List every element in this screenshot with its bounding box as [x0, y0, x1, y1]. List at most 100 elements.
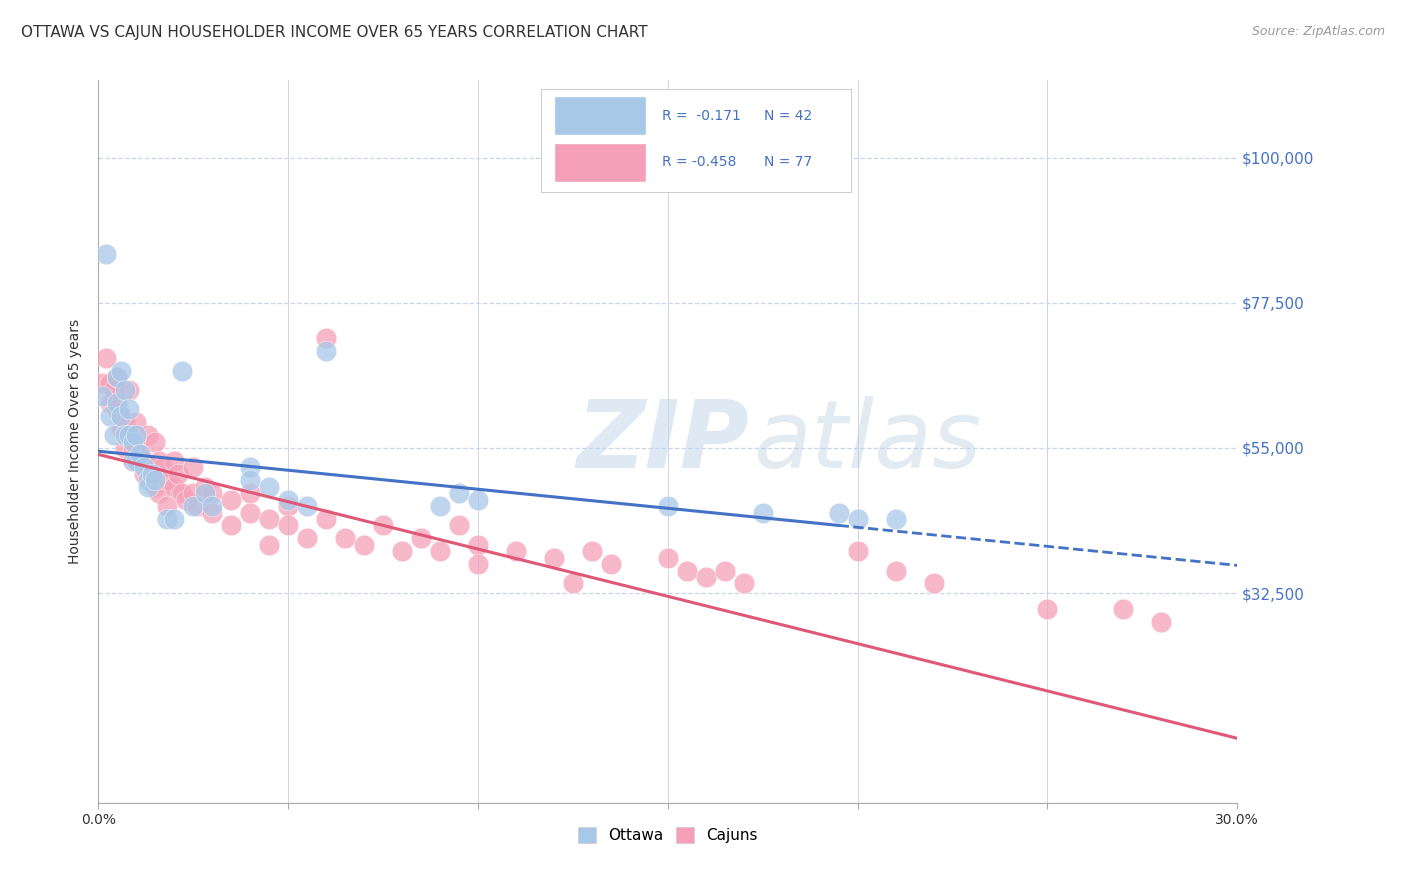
- Point: [132, 467, 155, 481]
- Point: [828, 506, 851, 520]
- Point: [239, 506, 262, 520]
- Point: [581, 544, 603, 558]
- Point: [148, 454, 170, 468]
- Point: [156, 499, 179, 513]
- Point: [467, 492, 489, 507]
- Point: [98, 376, 121, 391]
- Bar: [554, 96, 647, 136]
- Point: [110, 409, 132, 423]
- Point: [145, 473, 167, 487]
- Point: [121, 434, 143, 449]
- Point: [449, 486, 471, 500]
- Point: [201, 506, 224, 520]
- Point: [94, 247, 117, 261]
- Point: [221, 492, 243, 507]
- Point: [125, 415, 148, 429]
- Point: [562, 576, 585, 591]
- Point: [174, 492, 197, 507]
- Point: [103, 428, 125, 442]
- Point: [505, 544, 527, 558]
- Point: [114, 383, 136, 397]
- Point: [141, 467, 163, 481]
- Text: ZIP: ZIP: [576, 395, 749, 488]
- Y-axis label: Householder Income Over 65 years: Householder Income Over 65 years: [69, 319, 83, 564]
- Point: [543, 550, 565, 565]
- Point: [170, 486, 193, 500]
- Point: [194, 480, 217, 494]
- Text: R = -0.458: R = -0.458: [662, 155, 737, 169]
- Point: [129, 447, 152, 461]
- Point: [429, 544, 451, 558]
- Point: [114, 415, 136, 429]
- Point: [183, 486, 205, 500]
- Point: [136, 473, 159, 487]
- Point: [98, 396, 121, 410]
- Point: [194, 486, 217, 500]
- Point: [121, 441, 143, 455]
- Point: [259, 512, 281, 526]
- Point: [201, 499, 224, 513]
- Point: [163, 480, 186, 494]
- Point: [884, 564, 907, 578]
- Text: Source: ZipAtlas.com: Source: ZipAtlas.com: [1251, 25, 1385, 38]
- Point: [163, 454, 186, 468]
- Point: [277, 518, 299, 533]
- Point: [110, 363, 132, 377]
- Point: [239, 486, 262, 500]
- Point: [183, 499, 205, 513]
- Point: [125, 454, 148, 468]
- Point: [467, 538, 489, 552]
- Point: [170, 363, 193, 377]
- Point: [132, 460, 155, 475]
- Point: [922, 576, 945, 591]
- Point: [297, 531, 319, 545]
- Point: [118, 402, 141, 417]
- Point: [259, 538, 281, 552]
- Point: [118, 428, 141, 442]
- Point: [152, 460, 174, 475]
- Legend: Ottawa, Cajuns: Ottawa, Cajuns: [572, 822, 763, 849]
- Point: [335, 531, 357, 545]
- Point: [315, 331, 337, 345]
- Point: [846, 512, 869, 526]
- Text: N = 77: N = 77: [763, 155, 813, 169]
- Point: [657, 550, 679, 565]
- Point: [114, 441, 136, 455]
- Point: [156, 512, 179, 526]
- Point: [91, 389, 114, 403]
- Point: [110, 409, 132, 423]
- Point: [259, 480, 281, 494]
- Point: [201, 486, 224, 500]
- Point: [676, 564, 699, 578]
- Point: [239, 460, 262, 475]
- Point: [156, 473, 179, 487]
- Point: [183, 460, 205, 475]
- Point: [315, 512, 337, 526]
- Point: [114, 428, 136, 442]
- Point: [353, 538, 375, 552]
- Point: [121, 454, 143, 468]
- Point: [98, 409, 121, 423]
- Point: [467, 557, 489, 571]
- Point: [1112, 602, 1135, 616]
- Point: [695, 570, 717, 584]
- Point: [167, 467, 190, 481]
- Point: [132, 454, 155, 468]
- Point: [752, 506, 775, 520]
- Point: [118, 383, 141, 397]
- Point: [136, 480, 159, 494]
- Point: [107, 396, 129, 410]
- Point: [107, 370, 129, 384]
- Point: [125, 428, 148, 442]
- Point: [118, 428, 141, 442]
- Point: [145, 480, 167, 494]
- Point: [391, 544, 413, 558]
- Point: [1150, 615, 1173, 630]
- Point: [136, 460, 159, 475]
- Point: [110, 422, 132, 436]
- Point: [163, 512, 186, 526]
- Point: [714, 564, 737, 578]
- Point: [297, 499, 319, 513]
- Point: [94, 351, 117, 365]
- Point: [600, 557, 623, 571]
